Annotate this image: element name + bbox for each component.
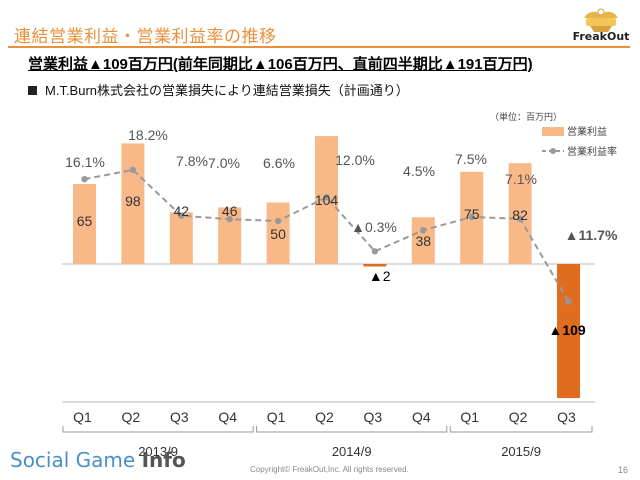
- margin-point-3: [226, 216, 233, 223]
- margin-point-6: [371, 248, 379, 255]
- margin-point-2: [178, 212, 185, 219]
- bar-label-7: 38: [416, 233, 432, 249]
- group-label-1: 2014/9: [332, 444, 372, 459]
- title-divider: [8, 46, 630, 48]
- margin-label-8: 7.5%: [455, 151, 487, 167]
- group-bracket-0: [62, 426, 254, 433]
- margin-point-5: [323, 194, 330, 201]
- margin-point-9: [516, 215, 524, 222]
- bar-label-9: 82: [512, 207, 528, 223]
- margin-point-10: [565, 298, 572, 305]
- bullet-square-icon: [28, 86, 37, 96]
- margin-point-0: [81, 175, 88, 183]
- legend-bar-label: 営業利益: [567, 125, 607, 138]
- category-label-2: Q3: [170, 409, 189, 425]
- bar-3: [218, 207, 242, 264]
- unit-note: （単位：百万円）: [490, 112, 563, 122]
- margin-label-3: 7.0%: [208, 155, 240, 171]
- bar-label-3: 46: [222, 203, 238, 219]
- bar-7: [411, 217, 435, 264]
- margin-point-4: [274, 217, 282, 225]
- category-label-5: Q2: [315, 409, 334, 425]
- bullet-text: M.T.Burn株式会社の営業損失により連結営業損失（計画通り）: [45, 83, 409, 98]
- bar-label-8: 75: [464, 206, 480, 222]
- headline: 営業利益▲109百万円(前年同期比▲106百万円、直前四半期比▲191百万円): [28, 56, 533, 73]
- category-label-3: Q4: [218, 409, 237, 425]
- bar-label-0: 65: [77, 213, 93, 229]
- margin-label-0: 16.1%: [65, 154, 105, 170]
- margin-label-1: 18.2%: [128, 127, 168, 143]
- bar-0: [73, 184, 96, 264]
- freakout-logo: [584, 8, 618, 32]
- margin-label-2: 7.8%: [176, 153, 208, 169]
- margin-label-9: 7.1%: [505, 171, 537, 187]
- margin-point-7: [420, 227, 427, 234]
- margin-point-1: [129, 166, 137, 174]
- category-label-8: Q1: [460, 409, 479, 425]
- group-bracket-2: [449, 426, 593, 433]
- bar-10: [557, 264, 580, 399]
- margin-label-7: 4.5%: [403, 163, 435, 179]
- category-label-9: Q2: [509, 409, 528, 425]
- site-logo-bold: Info: [141, 448, 186, 472]
- legend-line-label: 営業利益率: [567, 145, 617, 158]
- page-number: 16: [618, 465, 629, 475]
- site-logo-text: Social Game: [10, 448, 136, 472]
- page-title: 連結営業利益・営業利益率の推移: [14, 27, 277, 46]
- bar-6: [363, 264, 387, 267]
- bar-label-10: ▲109: [549, 322, 586, 338]
- bar-1: [121, 143, 145, 264]
- category-label-4: Q1: [267, 409, 286, 425]
- bar-label-2: 42: [174, 203, 190, 219]
- category-label-1: Q2: [122, 409, 141, 425]
- margin-label-6: ▲0.3%: [351, 219, 397, 235]
- legend-line-marker: [550, 148, 556, 154]
- bar-9: [508, 163, 532, 264]
- bullet-note: M.T.Burn株式会社の営業損失により連結営業損失（計画通り）: [28, 80, 409, 99]
- group-label-2: 2015/9: [501, 444, 541, 459]
- margin-label-10: ▲11.7%: [565, 227, 618, 243]
- category-label-6: Q3: [364, 409, 383, 425]
- margin-label-4: 6.6%: [263, 155, 295, 171]
- legend-bar-swatch: [542, 127, 564, 136]
- copyright: Copyright© FreakOut,Inc. All rights rese…: [250, 465, 409, 474]
- bar-2: [169, 212, 193, 264]
- bar-label-6: ▲2: [369, 268, 391, 284]
- bar-label-1: 98: [125, 193, 141, 209]
- margin-label-5: 12.0%: [335, 152, 375, 168]
- category-label-10: Q3: [557, 409, 576, 425]
- group-label-0: 2013/9: [138, 444, 178, 459]
- group-bracket-1: [256, 426, 448, 433]
- margin-line: [84, 168, 570, 302]
- bar-label-5: 104: [315, 192, 339, 208]
- site-logo: Social Game Info: [10, 448, 186, 472]
- bar-4: [266, 202, 290, 264]
- category-label-0: Q1: [73, 409, 92, 425]
- margin-point-8: [468, 213, 475, 221]
- logo-text: FreakOut: [572, 30, 630, 43]
- bar-label-4: 50: [270, 226, 286, 242]
- category-label-7: Q4: [412, 409, 431, 425]
